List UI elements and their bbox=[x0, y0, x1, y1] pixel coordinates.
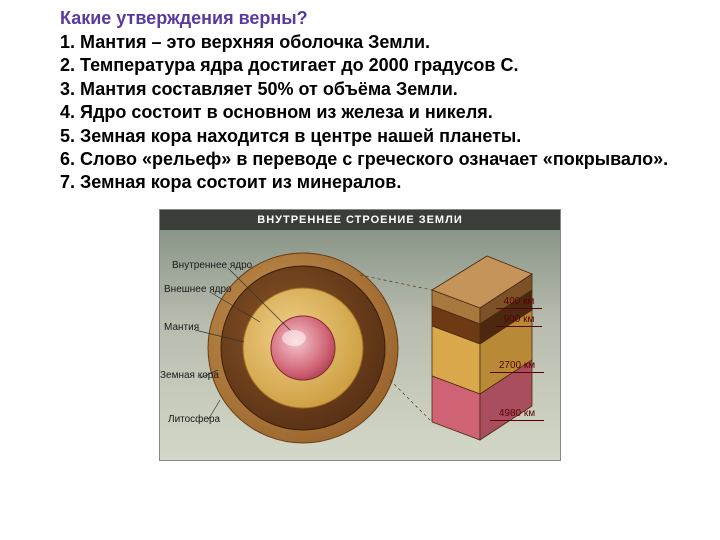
label-inner-core: Внутреннее ядро bbox=[172, 260, 252, 271]
label-crust: Земная кора bbox=[160, 370, 219, 381]
statement-4: 4. Ядро состоит в основном из железа и н… bbox=[60, 101, 700, 124]
depth-400: 400 км bbox=[496, 296, 542, 309]
statement-7: 7. Земная кора состоит из минералов. bbox=[60, 171, 700, 194]
diagram-body: Внутреннее ядро Внешнее ядро Мантия Земн… bbox=[160, 230, 560, 460]
depth-900: 900 км bbox=[496, 314, 542, 327]
earth-structure-diagram: ВНУТРЕННЕЕ СТРОЕНИЕ ЗЕМЛИ bbox=[159, 209, 561, 461]
label-lithosphere: Литосфера bbox=[168, 414, 220, 425]
question-title: Какие утверждения верны? bbox=[60, 8, 700, 29]
label-outer-core: Внешнее ядро bbox=[164, 284, 232, 295]
statement-3: 3. Мантия составляет 50% от объёма Земли… bbox=[60, 78, 700, 101]
statement-5: 5. Земная кора находится в центре нашей … bbox=[60, 125, 700, 148]
statement-2: 2. Температура ядра достигает до 2000 гр… bbox=[60, 54, 700, 77]
depth-4980: 4980 км bbox=[490, 408, 544, 421]
diagram-title: ВНУТРЕННЕЕ СТРОЕНИЕ ЗЕМЛИ bbox=[160, 210, 560, 230]
label-mantle: Мантия bbox=[164, 322, 199, 333]
statement-6: 6. Слово «рельеф» в переводе с греческог… bbox=[60, 148, 700, 171]
depth-2700: 2700 км bbox=[490, 360, 544, 373]
statement-1: 1. Мантия – это верхняя оболочка Земли. bbox=[60, 31, 700, 54]
